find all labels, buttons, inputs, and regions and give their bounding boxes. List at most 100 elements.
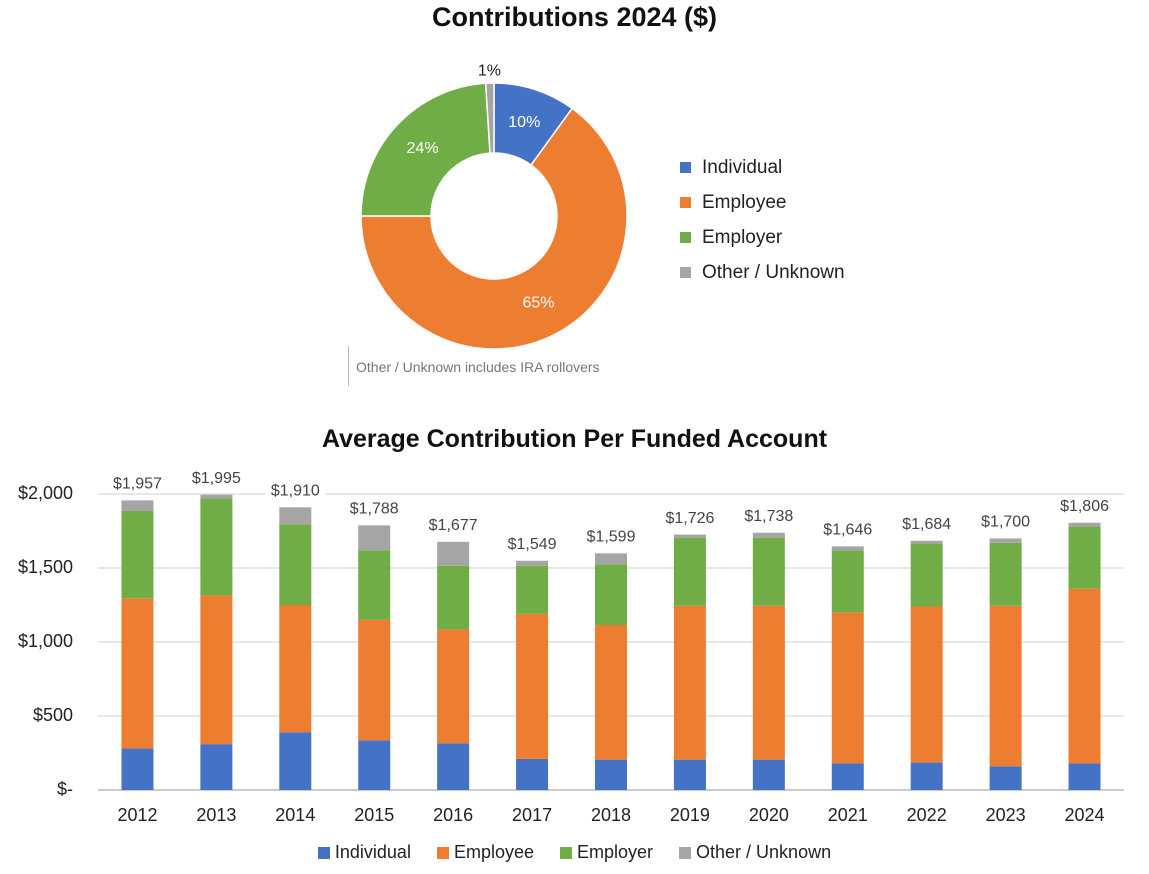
bar-segment-employee-2016 (437, 629, 470, 744)
bar-segment-employer-2024 (1068, 526, 1101, 589)
x-tick-label-2021: 2021 (828, 805, 868, 825)
legend-swatch-other (680, 267, 691, 278)
bar-segment-individual-2021 (831, 763, 864, 790)
bar-segment-other-2020 (752, 532, 785, 538)
bar-legend-swatch-individual (317, 846, 330, 859)
stacked-bar-chart: $- $500 $1,000 $1,500 $2,000 $1,957 2012 $1,995… (18, 467, 1124, 825)
bar-segment-other-2014 (279, 507, 312, 525)
bar-segment-other-2018 (595, 553, 627, 565)
bar-segment-other-2019 (673, 534, 706, 538)
x-tick-label-2018: 2018 (591, 805, 631, 825)
bar-segment-employer-2013 (200, 498, 233, 596)
x-tick-label-2020: 2020 (749, 805, 789, 825)
bar-segment-employer-2021 (831, 550, 864, 613)
legend-item-employer: Employer (680, 220, 845, 255)
bar-segment-individual-2024 (1068, 763, 1101, 790)
bar-segment-individual-2022 (910, 762, 943, 790)
bar-segment-employee-2014 (279, 605, 312, 733)
x-tick-label-2012: 2012 (117, 805, 157, 825)
y-tick-label: $1,500 (18, 557, 73, 577)
bar-segment-individual-2015 (358, 740, 391, 790)
donut-slice-employer (360, 82, 491, 217)
bar-segment-other-2012 (121, 500, 154, 512)
bar-segment-individual-2020 (752, 759, 785, 790)
bar-segment-employer-2019 (673, 537, 706, 606)
donut-chart-title: Contributions 2024 ($) (431, 2, 718, 32)
total-label-bg (581, 526, 641, 547)
bar-legend-item-employer: Employer (560, 842, 653, 863)
bar-segment-individual-2019 (673, 759, 706, 790)
bar-legend-swatch-employee (436, 846, 449, 859)
bar-legend-label-other: Other / Unknown (696, 842, 832, 862)
total-label-bg (817, 519, 878, 540)
x-tick-label-2019: 2019 (670, 805, 710, 825)
bar-legend-item-individual: Individual (317, 842, 411, 863)
bar-segment-employee-2020 (752, 605, 785, 760)
bar-segment-individual-2018 (595, 759, 627, 790)
y-tick-label: $2,000 (18, 483, 73, 503)
bar-segment-other-2016 (437, 541, 470, 566)
bar-segment-individual-2013 (200, 744, 233, 790)
legend-item-employee: Employee (680, 185, 845, 220)
bar-legend-item-other: Other / Unknown (679, 842, 831, 863)
total-label-2022: $1,684 (902, 516, 951, 533)
bar-segment-employee-2022 (910, 606, 943, 763)
bar-legend-label-employee: Employee (453, 842, 534, 862)
total-label-2020: $1,738 (744, 508, 793, 525)
bar-segment-other-2021 (831, 546, 864, 551)
x-tick-label-2015: 2015 (354, 805, 394, 825)
legend-swatch-employee (680, 197, 691, 208)
total-label-2019: $1,726 (665, 510, 714, 527)
bar-segment-other-2017 (516, 560, 549, 566)
bar-segment-employee-2015 (358, 619, 391, 741)
bar-segment-employee-2021 (831, 612, 864, 764)
bar-segment-employer-2012 (121, 511, 154, 599)
total-label-bg (1054, 495, 1115, 516)
total-label-2016: $1,677 (429, 517, 478, 534)
bar-chart-title: Average Contribution Per Funded Account (321, 425, 828, 453)
legend-item-other: Other / Unknown (680, 255, 845, 290)
total-label-bg (344, 498, 405, 519)
bar-segment-other-2013 (200, 494, 233, 499)
bar-legend-label-employer: Employer (577, 842, 654, 862)
total-label-2017: $1,549 (508, 536, 557, 553)
donut-label-individual: 10% (508, 114, 540, 131)
bar-segment-employer-2023 (989, 542, 1022, 606)
total-label-2021: $1,646 (823, 522, 872, 539)
bar-segment-employer-2017 (516, 565, 549, 614)
x-tick-label-2024: 2024 (1065, 805, 1105, 825)
total-label-bg (107, 473, 168, 494)
total-label-bg (659, 507, 720, 528)
bar-segment-employer-2018 (595, 564, 627, 625)
legend-swatch-individual (680, 162, 691, 173)
bar-segment-individual-2016 (437, 743, 470, 790)
legend-label-other: Other / Unknown (702, 261, 845, 283)
x-tick-label-2016: 2016 (433, 805, 473, 825)
y-tick-label: $1,000 (18, 631, 73, 651)
total-label-bg (975, 511, 1036, 532)
donut-slice-other (484, 82, 495, 154)
bar-segment-other-2022 (910, 540, 943, 544)
donut-legend: Individual Employee Employer Other / Unk… (680, 150, 845, 290)
total-label-2014: $1,910 (271, 483, 320, 500)
x-tick-label-2013: 2013 (196, 805, 236, 825)
bar-legend: Individual Employee Employer Other / Unk… (0, 842, 1149, 863)
total-label-bg (502, 533, 563, 554)
donut-chart: 10% 65% 24% 1% (360, 62, 628, 350)
bar-segment-other-2015 (358, 525, 391, 551)
bar-segment-individual-2014 (279, 732, 312, 790)
total-label-2015: $1,788 (350, 501, 399, 518)
bar-segment-employer-2015 (358, 550, 391, 620)
legend-swatch-employer (680, 232, 691, 243)
bar-segment-individual-2017 (516, 758, 549, 790)
total-label-2024: $1,806 (1060, 498, 1109, 515)
bar-segment-employee-2018 (595, 624, 627, 760)
total-label-2012: $1,957 (113, 476, 162, 493)
bar-legend-swatch-employer (560, 846, 572, 859)
bar-segment-individual-2012 (121, 748, 154, 790)
donut-label-employee: 65% (522, 295, 554, 312)
total-label-bg (896, 513, 957, 534)
bar-legend-item-employee: Employee (436, 842, 534, 863)
bar-segment-individual-2023 (989, 766, 1022, 790)
x-tick-label-2017: 2017 (512, 805, 552, 825)
